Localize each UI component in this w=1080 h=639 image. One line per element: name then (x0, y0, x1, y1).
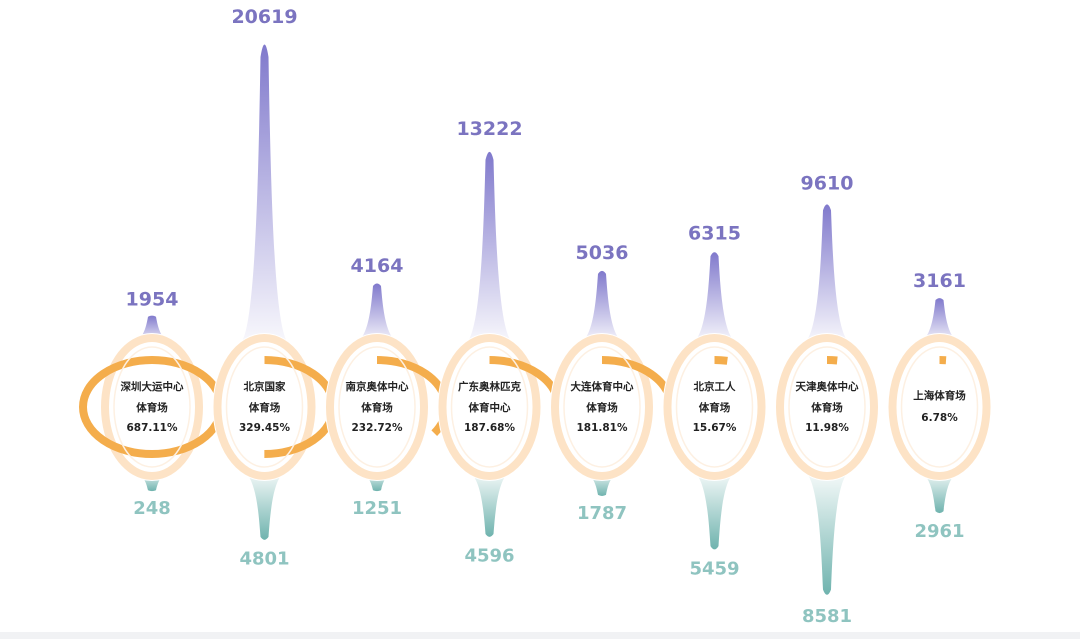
upper-value-label: 13222 (456, 118, 522, 140)
gauge-background (887, 333, 992, 481)
gauge-inner-ring (225, 346, 304, 468)
gauge-background (325, 333, 429, 481)
gauge-track (776, 334, 878, 480)
lower-value-label: 4801 (239, 549, 289, 570)
gauge-track (213, 334, 316, 480)
venue-name-line2: 体育场 (699, 401, 731, 414)
gauge-track (888, 334, 991, 480)
lower-spike (576, 470, 628, 496)
lower-spike (688, 470, 741, 550)
percent-label: 181.81% (576, 422, 628, 434)
gauge-inner-ring (788, 346, 866, 468)
percent-label: 329.45% (239, 422, 291, 434)
upper-value-label: 6315 (688, 222, 741, 244)
lower-spike (801, 470, 853, 595)
gauge-inner-ring (675, 346, 754, 468)
lower-value-label: 248 (133, 498, 171, 519)
venue-name-line2: 体育场 (361, 401, 393, 414)
percent-label: 187.68% (464, 422, 516, 434)
gauge-track (326, 334, 428, 480)
lower-spike (463, 470, 516, 537)
lower-spike (913, 470, 966, 514)
upper-spike (801, 204, 853, 344)
lower-spike (238, 470, 291, 540)
gauge-background (662, 333, 767, 481)
gauge-track (551, 334, 653, 480)
upper-spike (351, 283, 403, 344)
lower-value-label: 8581 (802, 606, 852, 627)
venue-name-line1: 大连体育中心 (571, 380, 634, 393)
upper-spike (463, 151, 516, 344)
percent-label: 687.11% (126, 422, 178, 434)
gauge-fill (754, 356, 900, 458)
upper-spike (238, 44, 291, 344)
upper-value-label: 9610 (801, 173, 854, 195)
venue-name-line2: 体育场 (136, 401, 168, 414)
lower-value-label: 5459 (689, 559, 739, 580)
gauge-inner-ring (563, 346, 641, 468)
percent-label: 11.98% (805, 422, 849, 434)
gauge-inner-ring (113, 346, 191, 468)
lower-value-label: 2961 (914, 521, 964, 542)
venue-name-line1: 上海体育场 (913, 389, 966, 402)
venue-name-line1: 天津奥体中心 (796, 380, 859, 393)
gauge-fill (641, 356, 788, 458)
gauge-fill (866, 356, 1013, 458)
lower-value-label: 1787 (577, 503, 627, 524)
upper-spike (126, 315, 178, 344)
upper-value-label: 4164 (351, 255, 404, 277)
lower-value-label: 1251 (352, 498, 402, 519)
gauge-inner-ring (900, 346, 979, 468)
gauge-track (663, 334, 766, 480)
venue-name-line2: 体育场 (249, 401, 281, 414)
gauge-inner-ring (450, 346, 529, 468)
percent-label: 232.72% (351, 422, 403, 434)
upper-value-label: 5036 (576, 242, 629, 264)
gauge-background (437, 333, 542, 481)
upper-spike (913, 298, 966, 344)
gauge-background (100, 333, 204, 481)
upper-value-label: 1954 (126, 288, 179, 310)
gauge-background (550, 333, 654, 481)
venue-name-line1: 北京国家 (244, 380, 286, 393)
venue-name-line1: 北京工人 (694, 380, 736, 393)
venue-name-line2: 体育中心 (469, 401, 511, 414)
upper-spike (688, 252, 741, 344)
venue-item: 3161 2961 上海体育场 6.78% (866, 270, 1013, 542)
venue-name-line2: 体育场 (811, 401, 843, 414)
bottom-band (0, 632, 1080, 639)
gauge-track (438, 334, 541, 480)
gauge-background (775, 333, 879, 481)
venue-name-line1: 广东奥林匹克 (458, 380, 521, 393)
upper-value-label: 3161 (913, 270, 966, 292)
upper-value-label: 20619 (231, 6, 297, 28)
lower-value-label: 4596 (464, 546, 514, 567)
upper-spike (576, 270, 628, 344)
venue-name-line1: 深圳大运中心 (121, 380, 184, 393)
percent-label: 15.67% (693, 422, 737, 434)
gauge-background (212, 333, 317, 481)
percent-label: 6.78% (921, 412, 958, 424)
gauge-inner-ring (338, 346, 416, 468)
gauge-track (101, 334, 203, 480)
venue-name-line2: 体育场 (586, 401, 618, 414)
venue-name-line1: 南京奥体中心 (346, 380, 409, 393)
